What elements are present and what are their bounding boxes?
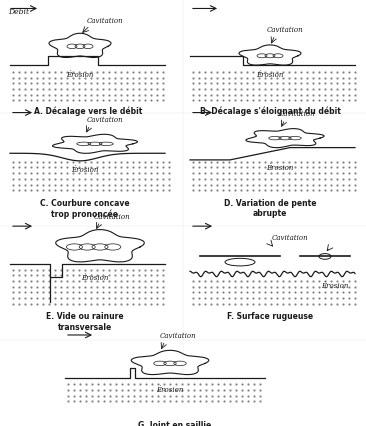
Text: Érosion: Érosion — [81, 274, 109, 282]
Text: E. Vide ou rainure
transversale: E. Vide ou rainure transversale — [46, 311, 124, 331]
Text: Cavitation: Cavitation — [279, 110, 315, 118]
Text: F. Surface rugueuse: F. Surface rugueuse — [227, 311, 313, 321]
Text: B. Décalage s'éloignant du débit: B. Décalage s'éloignant du débit — [199, 106, 340, 115]
Text: G. Joint en saillie: G. Joint en saillie — [138, 420, 212, 426]
Text: Cavitation: Cavitation — [272, 234, 308, 242]
Text: C. Courbure concave
trop prononcée: C. Courbure concave trop prononcée — [40, 198, 130, 218]
Text: Érosion: Érosion — [66, 71, 94, 79]
Text: Cavitation: Cavitation — [87, 17, 123, 25]
Text: D. Variation de pente
abrupte: D. Variation de pente abrupte — [224, 198, 316, 218]
Text: Cavitation: Cavitation — [87, 116, 123, 124]
Text: A. Décalage vers le débit: A. Décalage vers le débit — [34, 106, 142, 115]
Text: Érosion: Érosion — [156, 385, 184, 393]
Text: Cavitation: Cavitation — [160, 331, 196, 339]
Text: Érosion: Érosion — [256, 71, 284, 79]
Text: Érosion: Érosion — [71, 165, 99, 173]
Text: Débit: Débit — [8, 8, 29, 15]
Text: Érosion: Érosion — [321, 282, 349, 289]
Text: Érosion: Érosion — [266, 163, 294, 171]
Text: Cavitation: Cavitation — [94, 212, 130, 220]
Text: Cavitation: Cavitation — [267, 26, 303, 34]
